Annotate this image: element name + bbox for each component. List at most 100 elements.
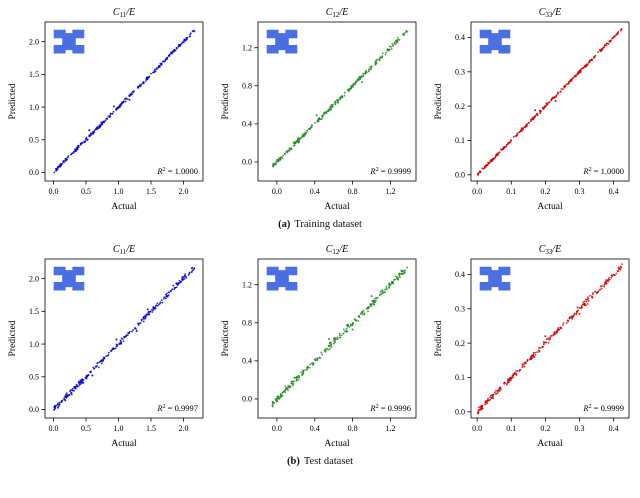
data-point — [184, 38, 187, 41]
r2-label: R2 = 0.9999 — [369, 166, 411, 176]
y-tick-label: 2.0 — [29, 37, 39, 46]
data-point — [562, 324, 565, 326]
data-point — [539, 112, 542, 115]
data-point — [160, 299, 163, 302]
data-point — [387, 287, 390, 289]
data-point — [403, 272, 406, 274]
x-tick-label: 0.8 — [348, 187, 358, 196]
data-point — [621, 263, 624, 266]
data-point — [390, 45, 392, 48]
data-point — [192, 29, 195, 32]
data-point — [171, 50, 174, 53]
data-point — [609, 278, 611, 281]
y-tick-label: 0.0 — [29, 168, 39, 177]
x-tick-label: 0.4 — [609, 187, 619, 196]
data-point — [516, 134, 519, 137]
data-point — [172, 284, 174, 287]
data-point — [343, 91, 346, 94]
data-point — [544, 341, 547, 344]
data-point — [302, 369, 304, 372]
data-point — [153, 68, 156, 71]
x-tick-label: 1.5 — [146, 187, 156, 196]
data-point — [361, 313, 364, 316]
data-point — [391, 44, 394, 47]
data-point — [308, 128, 311, 130]
data-point — [571, 78, 574, 81]
data-point — [122, 335, 125, 338]
data-point — [399, 276, 401, 279]
data-point — [140, 83, 143, 86]
data-point — [594, 55, 597, 58]
plot-title: C12/E — [326, 244, 349, 256]
data-point — [575, 313, 578, 316]
data-point — [89, 132, 92, 135]
data-point — [338, 336, 341, 339]
data-point — [328, 341, 331, 344]
data-point — [100, 123, 102, 126]
data-point — [509, 141, 511, 144]
unit-cell-icon-shape — [480, 29, 511, 54]
data-point — [118, 105, 121, 108]
y-axis-label: Predicted — [221, 83, 231, 119]
data-point — [322, 114, 324, 117]
data-point — [523, 363, 526, 365]
x-tick-label: 2.0 — [178, 424, 188, 433]
data-point — [587, 297, 590, 300]
data-point — [297, 378, 300, 381]
r2-label: R2 = 1.0000 — [583, 166, 625, 176]
data-point — [290, 148, 293, 151]
data-point — [296, 376, 299, 379]
data-point — [297, 137, 299, 140]
data-point — [398, 38, 401, 41]
data-point — [338, 332, 341, 335]
x-tick-label: 0.4 — [310, 187, 320, 196]
data-point — [518, 370, 521, 372]
test-row: C11/E 0.0 0.0 0.5 0.5 1.0 1.0 1.5 1.5 2.0 2.0 Actua… — [0, 240, 640, 453]
data-point — [279, 395, 282, 398]
data-point-outlier — [128, 98, 131, 101]
data-point — [164, 297, 167, 300]
data-point — [360, 311, 363, 314]
data-point — [528, 121, 531, 124]
data-point — [334, 103, 337, 106]
data-point — [302, 133, 304, 135]
data-point — [381, 55, 384, 57]
data-point — [482, 167, 485, 170]
y-tick-label: 1.5 — [29, 70, 39, 79]
data-point — [155, 67, 158, 70]
x-axis-label: Actual — [538, 202, 564, 212]
data-point — [74, 387, 77, 390]
data-point — [576, 311, 579, 314]
data-point — [603, 285, 606, 288]
data-point — [112, 111, 115, 113]
data-point — [566, 322, 568, 324]
data-point — [392, 282, 395, 285]
data-point — [65, 396, 67, 399]
data-point — [114, 108, 117, 111]
data-point — [62, 397, 65, 400]
data-point — [92, 131, 95, 134]
data-point — [381, 292, 384, 295]
data-point — [297, 139, 300, 142]
y-tick-label: 0.1 — [455, 136, 465, 145]
data-point — [304, 132, 307, 134]
data-point — [594, 290, 597, 293]
data-point — [65, 157, 67, 160]
data-point — [617, 31, 620, 34]
data-point — [54, 169, 57, 172]
data-point — [70, 393, 73, 396]
data-point — [68, 390, 71, 393]
data-point — [57, 166, 60, 168]
data-point — [580, 306, 583, 309]
data-point — [158, 302, 161, 305]
data-point — [533, 356, 536, 358]
data-point — [289, 386, 292, 388]
caption-test-text: Test dataset — [303, 456, 353, 467]
data-point-outlier — [361, 80, 364, 83]
data-point — [545, 341, 548, 344]
data-point — [508, 379, 511, 382]
data-point — [334, 340, 336, 343]
subplot-c12-training: C12/E 0.0 0.0 0.4 0.4 0.8 0.8 1.2 1.2 Actual Predi… — [217, 3, 423, 216]
data-point — [122, 340, 125, 343]
data-point — [272, 164, 275, 167]
